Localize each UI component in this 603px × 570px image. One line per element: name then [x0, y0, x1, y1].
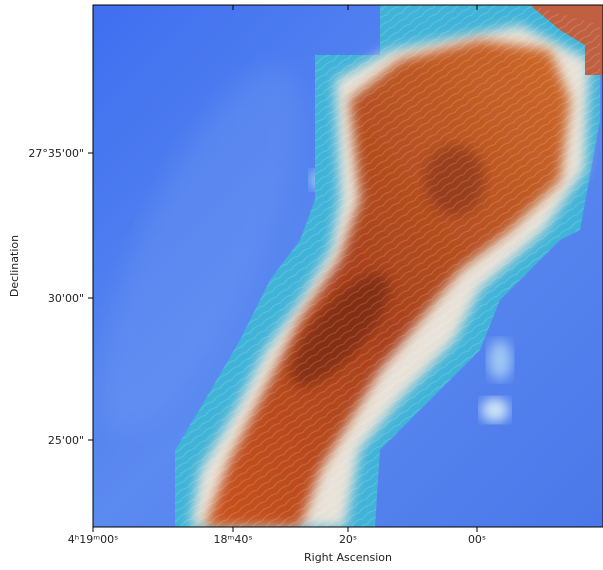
x-tick-label: 18ᵐ40ˢ [214, 533, 253, 546]
x-tick-label: 20ˢ [339, 533, 357, 546]
y-tick-label: 30'00" [48, 292, 84, 305]
x-axis-label: Right Ascension [304, 551, 392, 564]
x-tick-label: 4ʰ19ᵐ00ˢ [68, 533, 118, 546]
sky-image [61, 5, 603, 527]
y-axis-label: Declination [8, 235, 21, 297]
figure: 4ʰ19ᵐ00ˢ 18ᵐ40ˢ 20ˢ 00ˢ 27°35'00" 30'00"… [0, 0, 603, 566]
y-tick-label: 27°35'00" [28, 147, 84, 160]
x-tick-label: 00ˢ [468, 533, 486, 546]
y-tick-label: 25'00" [48, 434, 84, 447]
